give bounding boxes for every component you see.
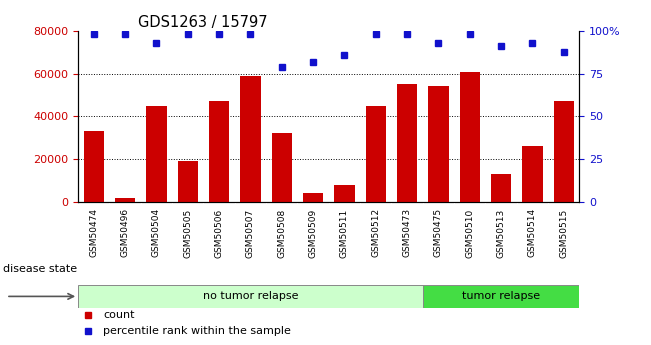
Text: GSM50514: GSM50514 xyxy=(528,208,537,257)
Text: GSM50512: GSM50512 xyxy=(371,208,380,257)
Bar xyxy=(78,285,422,308)
Bar xyxy=(460,71,480,201)
Text: GSM50508: GSM50508 xyxy=(277,208,286,258)
Bar xyxy=(271,134,292,201)
Text: no tumor relapse: no tumor relapse xyxy=(202,292,298,302)
Text: GSM50511: GSM50511 xyxy=(340,208,349,258)
Bar xyxy=(491,174,511,201)
Bar xyxy=(428,87,449,201)
Bar xyxy=(83,131,104,201)
Text: GSM50510: GSM50510 xyxy=(465,208,474,258)
Text: GSM50506: GSM50506 xyxy=(215,208,223,258)
Text: GSM50475: GSM50475 xyxy=(434,208,443,257)
Bar xyxy=(146,106,167,201)
Bar xyxy=(178,161,198,201)
Bar xyxy=(553,101,574,201)
Bar xyxy=(209,101,229,201)
Text: GSM50504: GSM50504 xyxy=(152,208,161,257)
Text: GSM50473: GSM50473 xyxy=(402,208,411,257)
Text: GSM50505: GSM50505 xyxy=(184,208,192,258)
Text: GSM50513: GSM50513 xyxy=(497,208,506,258)
Text: count: count xyxy=(103,310,135,321)
Bar xyxy=(422,285,579,308)
Text: GSM50509: GSM50509 xyxy=(309,208,318,258)
Bar xyxy=(334,185,355,201)
Bar xyxy=(522,146,542,201)
Text: percentile rank within the sample: percentile rank within the sample xyxy=(103,326,291,336)
Bar xyxy=(366,106,386,201)
Text: GSM50515: GSM50515 xyxy=(559,208,568,258)
Text: tumor relapse: tumor relapse xyxy=(462,292,540,302)
Text: GSM50474: GSM50474 xyxy=(89,208,98,257)
Bar xyxy=(115,198,135,201)
Text: GSM50496: GSM50496 xyxy=(120,208,130,257)
Bar xyxy=(397,85,417,201)
Bar xyxy=(240,76,260,201)
Text: disease state: disease state xyxy=(3,264,77,274)
Text: GSM50507: GSM50507 xyxy=(246,208,255,258)
Bar xyxy=(303,193,324,201)
Text: GDS1263 / 15797: GDS1263 / 15797 xyxy=(138,15,268,30)
